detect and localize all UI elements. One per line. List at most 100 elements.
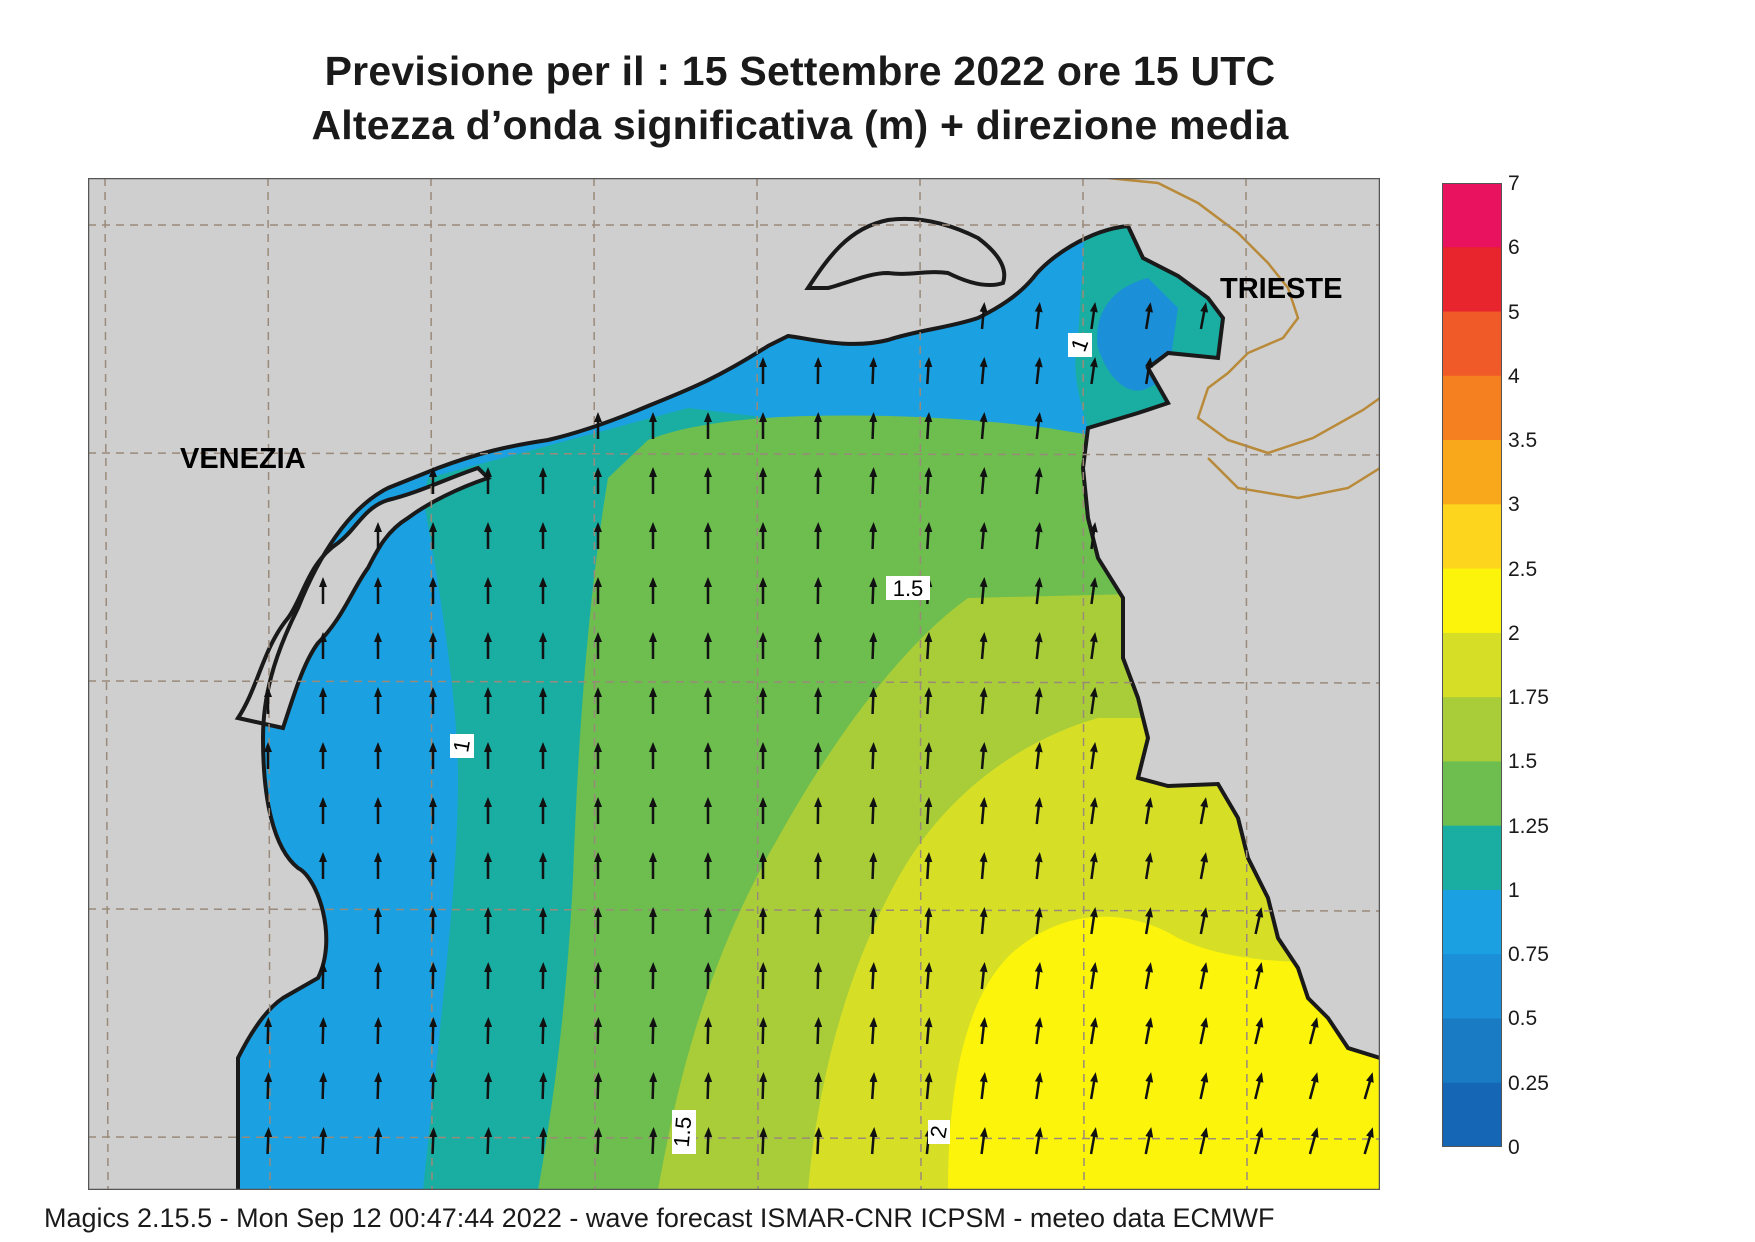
wave-direction-arrow xyxy=(979,357,988,385)
wave-direction-arrow xyxy=(979,742,988,770)
wave-direction-arrow xyxy=(1089,302,1098,330)
legend-label: 0 xyxy=(1508,1136,1520,1159)
wave-direction-arrow xyxy=(759,1127,768,1155)
wave-direction-arrow xyxy=(924,522,933,550)
wave-direction-arrow xyxy=(539,1017,548,1045)
wave-direction-arrow xyxy=(1144,1072,1154,1100)
wave-direction-arrow xyxy=(1089,522,1098,550)
map-title-line1: Previsione per il : 15 Settembre 2022 or… xyxy=(324,48,1276,94)
wave-direction-arrow xyxy=(869,962,878,990)
wave-direction-arrow xyxy=(1089,1017,1098,1045)
wave-direction-arrow xyxy=(1034,357,1043,385)
wave-direction-arrow xyxy=(1199,1017,1209,1045)
wave-field-2.0 xyxy=(948,916,1380,1190)
wave-direction-arrow xyxy=(759,1072,768,1100)
legend-swatch xyxy=(1442,1082,1502,1147)
wave-direction-arrow xyxy=(374,1127,383,1155)
wave-direction-arrow xyxy=(704,1127,713,1155)
wave-direction-arrow xyxy=(869,412,878,440)
svg-text:1: 1 xyxy=(448,738,475,754)
wave-direction-arrow xyxy=(979,302,988,330)
wave-direction-arrow xyxy=(924,852,933,880)
wave-direction-arrow xyxy=(814,1127,823,1155)
wave-direction-arrow xyxy=(1034,412,1043,440)
map-title-line2: Altezza d’onda significativa (m) + direz… xyxy=(311,102,1289,148)
wave-direction-arrow xyxy=(1199,797,1209,825)
wave-direction-arrow xyxy=(1089,797,1098,825)
contour-label-2: 2 xyxy=(925,1120,952,1144)
wave-direction-arrow xyxy=(869,687,878,715)
wave-direction-arrow xyxy=(869,467,878,495)
color-legend xyxy=(1442,183,1502,1147)
wave-direction-arrow xyxy=(979,412,988,440)
legend-swatch xyxy=(1442,440,1502,505)
wave-direction-arrow xyxy=(1089,1127,1099,1155)
wave-direction-arrow xyxy=(1254,1017,1264,1045)
legend-swatch xyxy=(1442,568,1502,634)
wave-direction-arrow xyxy=(924,962,933,990)
legend-label: 2 xyxy=(1508,621,1520,645)
wave-direction-arrow xyxy=(319,1017,328,1045)
wave-direction-arrow xyxy=(1144,852,1153,880)
wave-direction-arrow xyxy=(979,632,988,660)
wave-direction-arrow xyxy=(924,1017,933,1045)
wave-direction-arrow xyxy=(429,1017,438,1045)
wave-direction-arrow xyxy=(1144,357,1153,385)
city-label-venezia: VENEZIA xyxy=(180,443,306,475)
legend-label: 3 xyxy=(1508,493,1520,517)
wave-direction-arrow xyxy=(1034,742,1043,770)
wave-direction-arrow xyxy=(429,1127,438,1155)
wave-direction-arrow xyxy=(1363,1072,1374,1100)
wave-direction-arrow xyxy=(319,1072,328,1100)
legend-label: 7 xyxy=(1508,172,1520,195)
wave-direction-arrow xyxy=(1199,1127,1209,1155)
wave-direction-arrow xyxy=(814,1072,823,1100)
wave-direction-arrow xyxy=(924,742,933,770)
wave-direction-arrow xyxy=(869,522,878,550)
wave-direction-arrow xyxy=(979,1017,988,1045)
wave-direction-arrow xyxy=(979,797,988,825)
wave-direction-arrow xyxy=(1089,1072,1098,1100)
legend-label: 5 xyxy=(1508,300,1520,324)
wave-direction-arrow xyxy=(1034,1072,1043,1100)
wave-direction-arrow xyxy=(1308,1017,1319,1045)
wave-direction-arrow xyxy=(814,962,823,990)
wave-direction-arrow xyxy=(869,632,878,660)
wave-direction-arrow xyxy=(484,1017,493,1045)
wave-direction-arrow xyxy=(1089,742,1098,770)
wave-direction-arrow xyxy=(1089,962,1098,990)
wave-direction-arrow xyxy=(264,1127,273,1155)
wave-direction-arrow xyxy=(1034,467,1043,495)
svg-text:2: 2 xyxy=(925,1124,952,1140)
legend-swatch xyxy=(1442,954,1502,1019)
wave-direction-arrow xyxy=(979,467,988,495)
wave-direction-arrow xyxy=(1144,907,1153,935)
contour-label-1-north: 1 xyxy=(1066,333,1093,357)
wave-direction-arrow xyxy=(1254,1072,1264,1100)
wave-direction-arrow xyxy=(869,852,878,880)
wave-direction-arrow xyxy=(1254,962,1264,990)
legend-label: 4 xyxy=(1508,364,1520,388)
wave-direction-arrow xyxy=(1254,907,1264,935)
wave-direction-arrow xyxy=(1034,907,1043,935)
wave-direction-arrow xyxy=(704,1017,713,1045)
wave-direction-arrow xyxy=(1144,797,1153,825)
wave-direction-arrow xyxy=(1034,302,1043,330)
legend-label: 2.5 xyxy=(1508,557,1538,581)
map-frame xyxy=(88,178,1380,1190)
legend-swatch xyxy=(1442,1018,1502,1084)
wave-direction-arrow xyxy=(924,687,933,715)
wave-direction-arrow xyxy=(429,1072,438,1100)
wave-direction-arrow xyxy=(374,1017,383,1045)
wave-direction-arrow xyxy=(869,577,878,605)
wave-direction-arrow xyxy=(869,1127,878,1155)
wave-direction-arrow xyxy=(1034,852,1043,880)
wave-direction-arrow xyxy=(869,357,878,385)
wave-direction-arrow xyxy=(1089,907,1098,935)
wave-direction-arrow xyxy=(1034,962,1043,990)
legend-label: 3.5 xyxy=(1508,429,1538,453)
wave-direction-arrow xyxy=(649,1127,658,1155)
wave-height-map: 1 1 1.5 1.5 2 VENEZIA TRIESTE xyxy=(88,178,1380,1190)
wave-direction-arrow xyxy=(924,797,933,825)
svg-text:1.5: 1.5 xyxy=(669,1116,697,1149)
